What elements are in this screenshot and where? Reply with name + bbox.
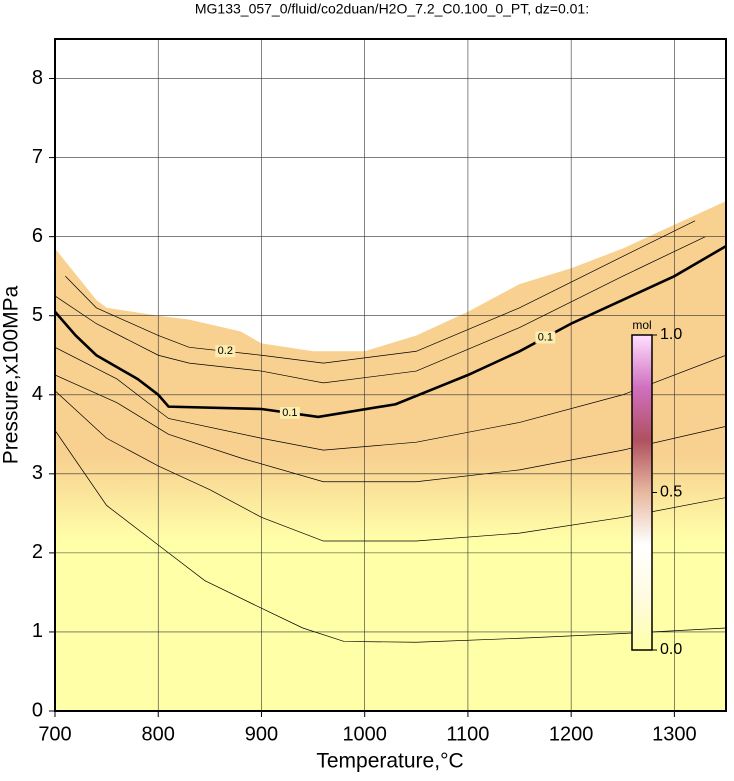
chart-title: MG133_057_0/fluid/co2duan/H2O_7.2_C0.100… [195,1,589,17]
x-tick-label: 700 [38,723,71,745]
y-tick-label: 0 [32,699,43,721]
contour-label: 0.1 [282,407,297,419]
contour-label: 0.2 [218,345,233,357]
contour-label: 0.1 [538,331,553,343]
y-tick-label: 4 [32,383,43,405]
contour-label-bg [535,331,556,344]
y-tick-label: 5 [32,304,43,326]
y-tick-label: 3 [32,462,43,484]
y-tick-label: 1 [32,620,43,642]
plot-area: 0.1 0.1 0.2 [55,39,726,711]
y-tick-label: 8 [32,67,43,89]
x-tick-label: 1100 [446,723,489,745]
x-axis-label: Temperature,°C [316,750,463,773]
x-tick-label: 1200 [549,723,594,745]
colorbar-tick-label: 1.0 [660,326,682,343]
contour-label-bg [279,406,300,419]
contour-line [55,430,726,643]
y-tick-label: 2 [32,541,43,563]
x-tick-label: 900 [245,723,278,745]
contour-label-bg [215,345,236,358]
y-tick-label: 7 [32,146,43,168]
contour-line [65,220,696,364]
x-tick-label: 1300 [652,723,697,745]
colorbar-tick-label: 0.0 [660,641,682,658]
y-tick-label: 6 [32,225,43,247]
contour-line [55,390,726,542]
y-axis-label: Pressure,x100MPa [0,285,23,464]
colorbar-label: mol [632,318,651,332]
x-tick-label: 800 [142,723,175,745]
colorbar-tick-label: 0.5 [660,484,682,501]
colorbar [631,334,653,651]
stability-field [55,201,726,711]
contour-line [55,374,726,483]
plot-frame [54,38,727,712]
contour-line [55,347,726,451]
x-tick-label: 1000 [342,723,387,745]
contour-line [55,236,706,384]
